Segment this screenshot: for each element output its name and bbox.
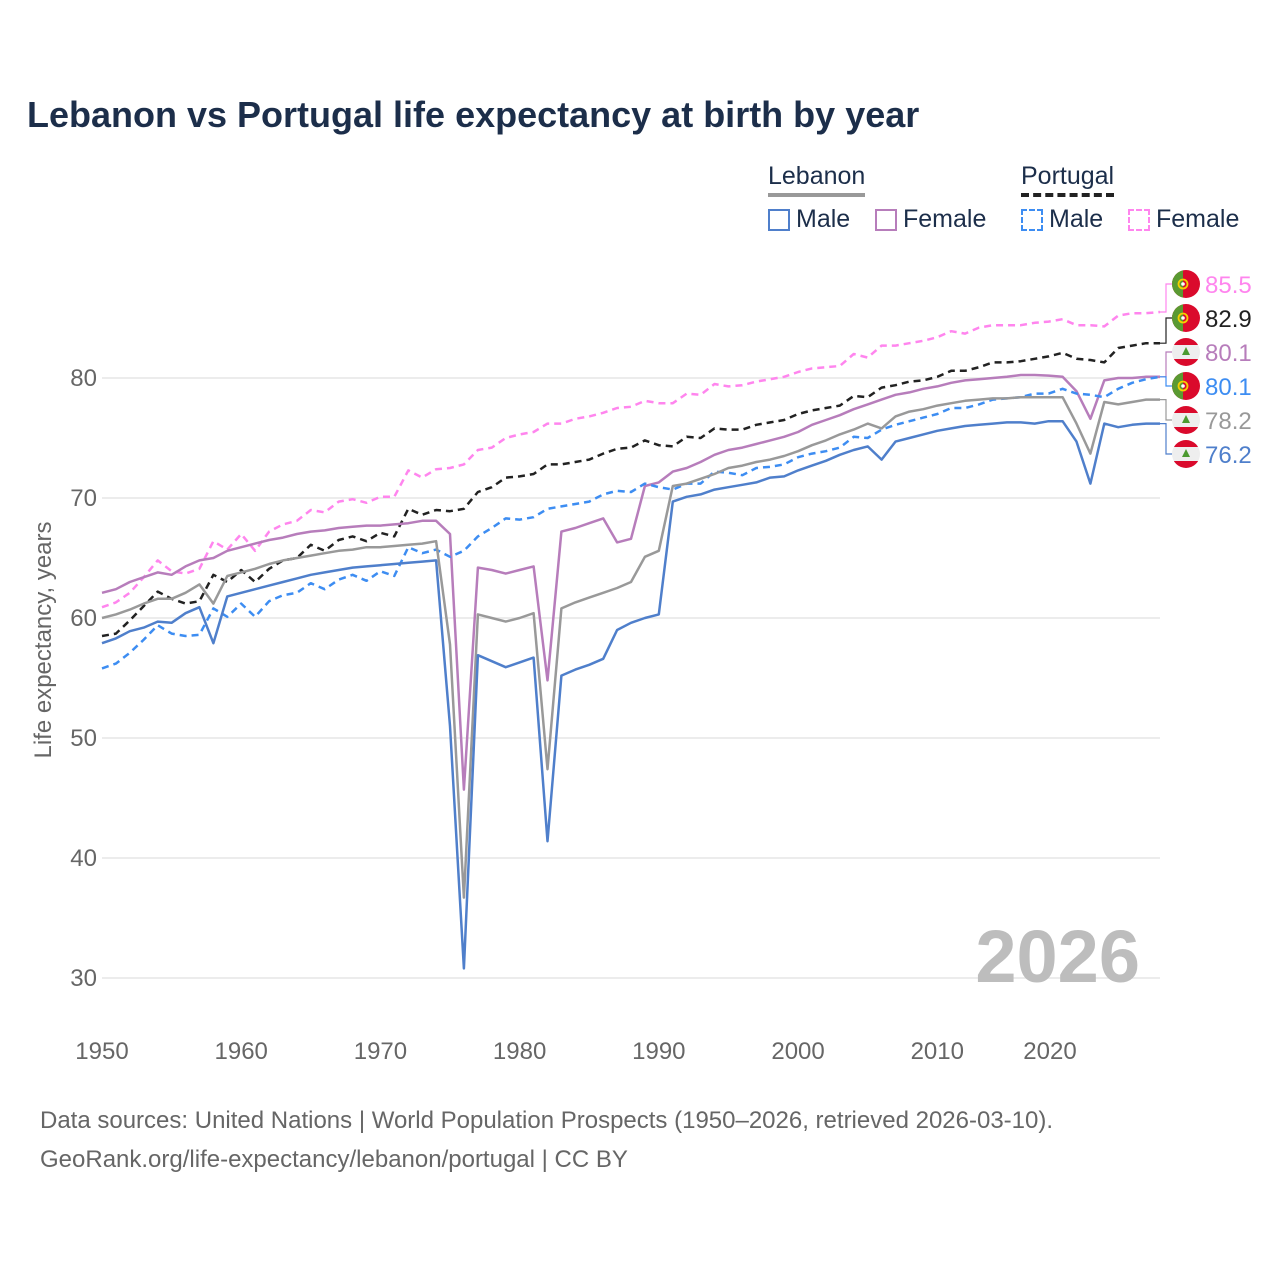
label-connector xyxy=(1160,399,1172,421)
series-line-portugal-male[interactable] xyxy=(101,375,1161,670)
x-tick-label: 1950 xyxy=(75,1038,128,1065)
legend-portugal-heading: Portugal xyxy=(1021,162,1115,197)
portugal-flag-icon xyxy=(1172,304,1200,332)
legend-portugal-male[interactable]: Male xyxy=(1021,205,1103,234)
label-connector xyxy=(1160,351,1172,378)
lebanon-flag-icon xyxy=(1172,406,1200,434)
y-tick-label: 40 xyxy=(70,845,97,872)
x-tick-label: 2010 xyxy=(911,1038,964,1065)
end-value-label: 78.2 xyxy=(1205,408,1252,435)
lebanon-flag-icon xyxy=(1172,440,1200,468)
end-value-label: 85.5 xyxy=(1205,272,1252,299)
footer-sources: Data sources: United Nations | World Pop… xyxy=(40,1107,1054,1134)
series-line-lebanon-male[interactable] xyxy=(101,419,1160,970)
label-connector xyxy=(1160,283,1172,313)
end-value-label: 80.1 xyxy=(1205,374,1252,401)
legend-label: Female xyxy=(903,205,987,233)
series-line-portugal[interactable] xyxy=(101,341,1160,638)
legend-swatch xyxy=(875,208,897,231)
y-tick-label: 70 xyxy=(70,485,97,512)
chart-title: Lebanon vs Portugal life expectancy at b… xyxy=(27,94,920,135)
legend-group-lebanon: Lebanon xyxy=(768,162,866,197)
legend-swatch xyxy=(1128,208,1150,231)
legend-portugal-female[interactable]: Female xyxy=(1128,205,1239,234)
legend-label: Male xyxy=(1049,205,1104,233)
portugal-flag-icon xyxy=(1172,372,1200,400)
y-axis-label: Life expectancy, years xyxy=(30,521,57,758)
x-tick-label: 1990 xyxy=(632,1038,685,1065)
x-tick-label: 1980 xyxy=(493,1038,546,1065)
legend-lebanon-heading: Lebanon xyxy=(768,162,866,197)
end-value-label: 80.1 xyxy=(1205,340,1252,367)
y-tick-label: 80 xyxy=(70,365,97,392)
legend-label: Female xyxy=(1156,205,1240,233)
end-value-label: 82.9 xyxy=(1205,306,1252,333)
legend-swatch xyxy=(768,208,790,231)
series-line-lebanon-female[interactable] xyxy=(101,373,1160,791)
y-tick-label: 60 xyxy=(70,605,97,632)
x-tick-label: 1960 xyxy=(215,1038,268,1065)
lebanon-flag-icon xyxy=(1172,338,1200,366)
portugal-flag-icon xyxy=(1172,270,1200,298)
x-tick-label: 1970 xyxy=(354,1038,407,1065)
end-value-label: 76.2 xyxy=(1205,442,1252,469)
y-tick-label: 50 xyxy=(70,725,97,752)
x-tick-label: 2000 xyxy=(771,1038,824,1065)
legend-swatch xyxy=(1021,208,1043,231)
label-connector xyxy=(1160,317,1172,344)
legend-group-portugal: Portugal xyxy=(1021,162,1115,197)
year-watermark: 2026 xyxy=(975,915,1140,998)
y-tick-label: 30 xyxy=(70,965,97,992)
legend-lebanon-male[interactable]: Male xyxy=(768,205,850,234)
legend-lebanon-female[interactable]: Female xyxy=(875,205,986,234)
footer-url[interactable]: GeoRank.org/life-expectancy/lebanon/port… xyxy=(40,1146,628,1173)
label-connector xyxy=(1160,376,1172,387)
series-line-portugal-female[interactable] xyxy=(101,310,1161,609)
label-connector xyxy=(1160,423,1172,455)
series-line-lebanon[interactable] xyxy=(101,395,1160,899)
x-tick-label: 2020 xyxy=(1023,1038,1076,1065)
legend-label: Male xyxy=(796,205,851,233)
